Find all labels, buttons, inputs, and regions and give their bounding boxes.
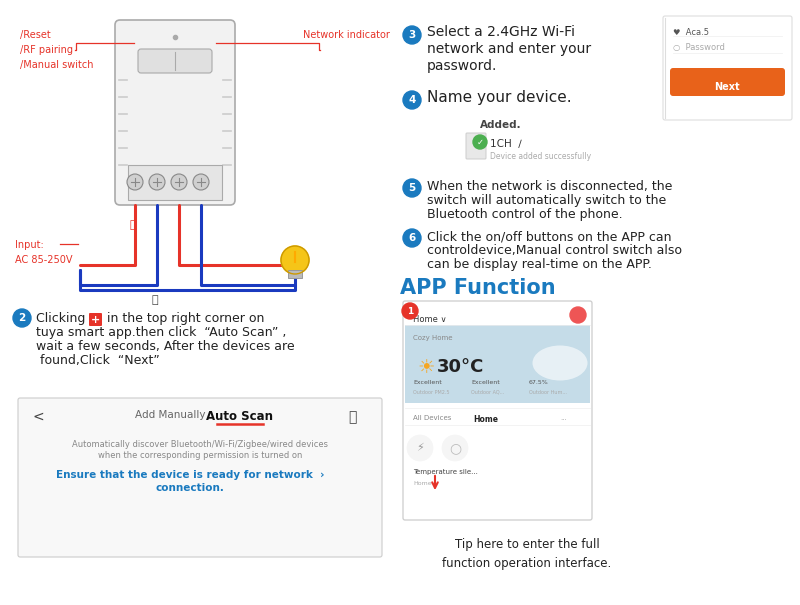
Text: 5: 5 bbox=[408, 183, 416, 193]
Text: Home: Home bbox=[413, 481, 432, 486]
Text: Outdoor Hum...: Outdoor Hum... bbox=[529, 390, 567, 395]
Text: ✓: ✓ bbox=[477, 137, 483, 146]
Text: Clicking: Clicking bbox=[36, 312, 90, 325]
FancyBboxPatch shape bbox=[405, 325, 590, 403]
Text: Automatically discover Bluetooth/Wi-Fi/Zigbee/wired devices: Automatically discover Bluetooth/Wi-Fi/Z… bbox=[72, 440, 328, 449]
FancyBboxPatch shape bbox=[288, 270, 302, 278]
Text: ♥  Aca.5: ♥ Aca.5 bbox=[673, 28, 709, 37]
Text: 1: 1 bbox=[407, 307, 413, 315]
Text: Home ∨: Home ∨ bbox=[413, 315, 446, 324]
Circle shape bbox=[407, 435, 433, 461]
Circle shape bbox=[402, 303, 418, 319]
Text: ⚡: ⚡ bbox=[416, 443, 424, 453]
Circle shape bbox=[403, 26, 421, 44]
Text: ☀: ☀ bbox=[417, 358, 434, 377]
Text: 30°C: 30°C bbox=[437, 358, 484, 376]
Text: Input:
AC 85-250V: Input: AC 85-250V bbox=[15, 240, 73, 265]
Circle shape bbox=[127, 174, 143, 190]
Circle shape bbox=[193, 174, 209, 190]
FancyBboxPatch shape bbox=[138, 49, 212, 73]
Text: ⎘: ⎘ bbox=[348, 410, 356, 424]
Text: Select a 2.4GHz Wi-Fi: Select a 2.4GHz Wi-Fi bbox=[427, 25, 575, 39]
Text: All Devices: All Devices bbox=[413, 415, 451, 421]
Text: 1CH  ∕: 1CH ∕ bbox=[490, 138, 522, 148]
Text: 3: 3 bbox=[408, 30, 416, 40]
Text: Name your device.: Name your device. bbox=[427, 90, 572, 105]
Text: password.: password. bbox=[427, 59, 498, 73]
Circle shape bbox=[149, 174, 165, 190]
Text: When the network is disconnected, the: When the network is disconnected, the bbox=[427, 180, 672, 193]
FancyBboxPatch shape bbox=[466, 133, 486, 159]
Text: 2: 2 bbox=[18, 313, 26, 323]
Text: Click the on/off buttons on the APP can: Click the on/off buttons on the APP can bbox=[427, 230, 671, 243]
Circle shape bbox=[403, 179, 421, 197]
Text: Auto Scan: Auto Scan bbox=[206, 410, 274, 423]
FancyBboxPatch shape bbox=[18, 398, 382, 557]
FancyBboxPatch shape bbox=[670, 68, 785, 96]
Text: controldevice,Manual control switch also: controldevice,Manual control switch also bbox=[427, 244, 682, 257]
Circle shape bbox=[570, 307, 586, 323]
FancyBboxPatch shape bbox=[89, 313, 102, 326]
Text: network and enter your: network and enter your bbox=[427, 42, 591, 56]
Text: connection.: connection. bbox=[155, 483, 225, 493]
Text: Excellent: Excellent bbox=[471, 380, 500, 385]
Text: tuya smart app.then click  “Auto Scan” ,: tuya smart app.then click “Auto Scan” , bbox=[36, 326, 286, 339]
Text: Home: Home bbox=[473, 415, 498, 424]
Ellipse shape bbox=[533, 345, 587, 381]
Text: Ⓛ: Ⓛ bbox=[130, 220, 136, 230]
Text: 67.5%: 67.5% bbox=[529, 380, 549, 385]
Text: Temperature sile...: Temperature sile... bbox=[413, 469, 478, 475]
Text: can be display real-time on the APP.: can be display real-time on the APP. bbox=[427, 258, 652, 271]
Text: APP Function: APP Function bbox=[400, 278, 556, 298]
Text: Tip here to enter the full
function operation interface.: Tip here to enter the full function oper… bbox=[442, 538, 612, 570]
Text: Added.: Added. bbox=[480, 120, 522, 130]
Text: /Reset
/RF pairing
/Manual switch: /Reset /RF pairing /Manual switch bbox=[20, 30, 94, 70]
FancyBboxPatch shape bbox=[663, 16, 792, 120]
Text: +: + bbox=[91, 315, 100, 325]
Text: Ⓝ: Ⓝ bbox=[152, 295, 158, 305]
Circle shape bbox=[473, 135, 487, 149]
Text: 4: 4 bbox=[408, 95, 416, 105]
Text: when the corresponding permission is turned on: when the corresponding permission is tur… bbox=[98, 451, 302, 460]
Text: Bluetooth control of the phone.: Bluetooth control of the phone. bbox=[427, 208, 622, 221]
Text: Ensure that the device is ready for network  ›: Ensure that the device is ready for netw… bbox=[56, 470, 324, 480]
Circle shape bbox=[13, 309, 31, 327]
Text: Outdoor PM2.5: Outdoor PM2.5 bbox=[413, 390, 450, 395]
Text: Device added successfully: Device added successfully bbox=[490, 152, 591, 161]
Text: Next: Next bbox=[714, 82, 740, 92]
Text: in the top right corner on: in the top right corner on bbox=[103, 312, 264, 325]
Circle shape bbox=[442, 435, 468, 461]
FancyBboxPatch shape bbox=[128, 165, 222, 200]
FancyBboxPatch shape bbox=[403, 301, 592, 520]
Text: Outdoor AQ...: Outdoor AQ... bbox=[471, 390, 504, 395]
Text: Network indicator: Network indicator bbox=[303, 30, 390, 40]
Text: ○  Password: ○ Password bbox=[673, 43, 725, 52]
FancyBboxPatch shape bbox=[115, 20, 235, 205]
Text: Excellent: Excellent bbox=[413, 380, 442, 385]
Text: Add Manually: Add Manually bbox=[134, 410, 206, 420]
Text: ○: ○ bbox=[449, 441, 461, 455]
Circle shape bbox=[403, 229, 421, 247]
Circle shape bbox=[403, 91, 421, 109]
Text: switch will automatically switch to the: switch will automatically switch to the bbox=[427, 194, 666, 207]
Text: found,Click  “Next”: found,Click “Next” bbox=[36, 354, 160, 367]
Circle shape bbox=[171, 174, 187, 190]
Text: 6: 6 bbox=[408, 233, 416, 243]
Text: <: < bbox=[32, 410, 44, 424]
Circle shape bbox=[281, 246, 309, 274]
Text: ...: ... bbox=[560, 415, 566, 421]
Text: Cozy Home: Cozy Home bbox=[413, 335, 453, 341]
FancyBboxPatch shape bbox=[20, 420, 380, 555]
Text: wait a few seconds, After the devices are: wait a few seconds, After the devices ar… bbox=[36, 340, 294, 353]
